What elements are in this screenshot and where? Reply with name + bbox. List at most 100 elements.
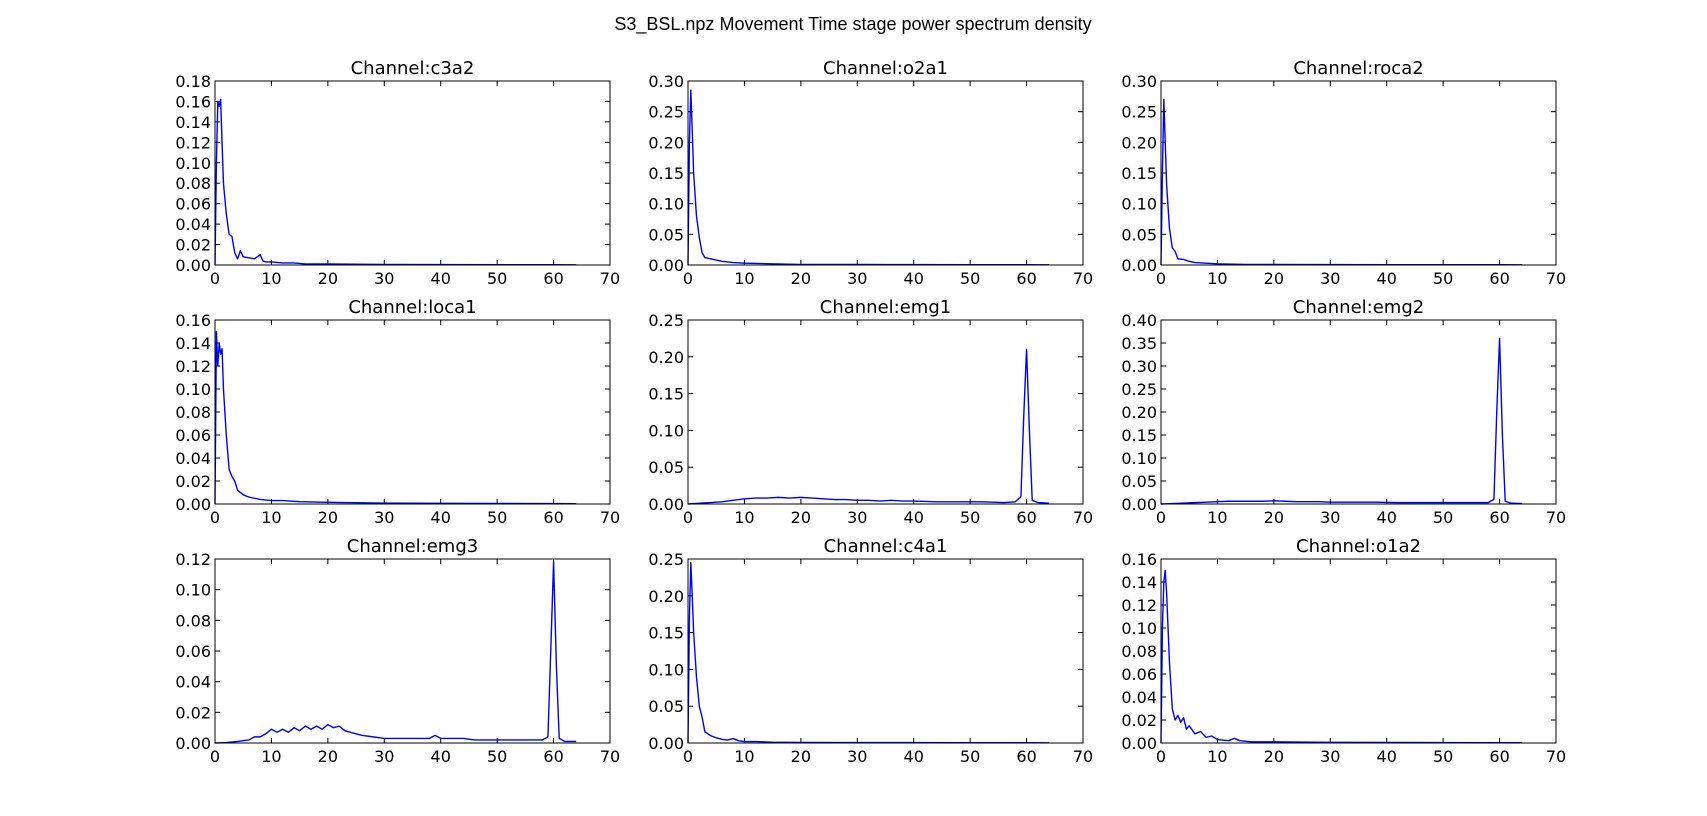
y-tick-label: 0.06	[175, 642, 211, 661]
y-tick-label: 0.35	[1121, 334, 1157, 353]
x-tick-label: 0	[1156, 508, 1166, 527]
psd-panel-7: Channel:emg3 0 10 20 30 40 50 60 70 0.00 0.02 0.04 0…	[175, 536, 620, 766]
y-tick-label: 0.04	[175, 215, 211, 234]
y-tick-label: 0.15	[648, 624, 684, 643]
x-tick-label: 10	[734, 508, 754, 527]
x-tick-label: 0	[683, 747, 693, 766]
panel-title: Channel:emg2	[1293, 297, 1424, 318]
y-tick-label: 0.00	[1121, 256, 1157, 275]
y-tick-label: 0.00	[1121, 734, 1157, 753]
x-tick-label: 30	[847, 747, 867, 766]
y-tick-label: 0.10	[1121, 449, 1157, 468]
x-tick-label: 20	[791, 747, 811, 766]
y-tick-label: 0.00	[175, 734, 211, 753]
x-tick-label: 70	[600, 269, 620, 288]
panel-title: Channel:o1a2	[1296, 536, 1421, 557]
x-tick-label: 50	[487, 269, 507, 288]
x-tick-label: 30	[1320, 269, 1340, 288]
x-tick-label: 60	[1016, 508, 1036, 527]
y-tick-label: 0.06	[175, 195, 211, 214]
x-tick-label: 60	[1016, 269, 1036, 288]
x-tick-label: 10	[1207, 269, 1227, 288]
y-tick-label: 0.02	[175, 703, 211, 722]
axes-frame	[214, 80, 611, 266]
psd-series-line	[687, 348, 1050, 505]
panel-title: Channel:loca1	[348, 297, 476, 318]
x-tick-label: 0	[1156, 747, 1166, 766]
y-tick-label: 0.40	[1121, 311, 1157, 330]
y-tick-label: 0.20	[648, 587, 684, 606]
x-tick-label: 60	[543, 269, 563, 288]
y-tick-label: 0.02	[175, 472, 211, 491]
y-tick-label: 0.06	[175, 426, 211, 445]
x-tick-label: 30	[1320, 747, 1340, 766]
y-tick-label: 0.12	[175, 357, 211, 376]
axes-frame	[214, 558, 611, 744]
y-tick-label: 0.25	[648, 550, 684, 569]
axes-frame	[1160, 80, 1557, 266]
psd-panel-9: Channel:o1a2 0 10 20 30 40 50 60 70 0.00 0.02 0.04 0…	[1121, 536, 1566, 766]
psd-panel-2: Channel:o2a1 0 10 20 30 40 50 60 70 0.00 0.05 0.10 0…	[648, 58, 1093, 288]
y-tick-label: 0.25	[1121, 103, 1157, 122]
y-tick-label: 0.05	[1121, 472, 1157, 491]
y-tick-label: 0.20	[1121, 133, 1157, 152]
x-tick-label: 20	[1264, 747, 1284, 766]
y-tick-label: 0.10	[648, 195, 684, 214]
x-tick-label: 20	[791, 269, 811, 288]
y-tick-label: 0.08	[1121, 642, 1157, 661]
psd-panel-8: Channel:c4a1 0 10 20 30 40 50 60 70 0.00 0.05 0.10 0…	[648, 536, 1093, 766]
x-tick-label: 30	[847, 508, 867, 527]
y-tick-label: 0.12	[1121, 596, 1157, 615]
y-tick-label: 0.15	[1121, 426, 1157, 445]
y-tick-label: 0.04	[1121, 688, 1157, 707]
x-tick-label: 10	[1207, 747, 1227, 766]
y-tick-label: 0.12	[175, 550, 211, 569]
y-tick-label: 0.10	[1121, 619, 1157, 638]
axes-frame	[1160, 319, 1557, 505]
x-tick-label: 20	[318, 508, 338, 527]
y-tick-label: 0.00	[648, 256, 684, 275]
figure-title: S3_BSL.npz Movement Time stage power spe…	[614, 14, 1091, 35]
psd-series-line	[1160, 98, 1523, 266]
y-tick-label: 0.05	[1121, 225, 1157, 244]
x-tick-label: 40	[1377, 508, 1397, 527]
psd-panel-3: Channel:roca2 0 10 20 30 40 50 60 70 0.00 0.05 0.10…	[1121, 58, 1566, 288]
y-tick-label: 0.30	[648, 72, 684, 91]
x-tick-label: 50	[487, 508, 507, 527]
axes-frame	[687, 558, 1084, 744]
x-tick-label: 10	[734, 269, 754, 288]
x-tick-label: 60	[1489, 747, 1509, 766]
x-tick-label: 40	[904, 269, 924, 288]
y-tick-label: 0.08	[175, 174, 211, 193]
y-tick-label: 0.15	[1121, 164, 1157, 183]
x-tick-label: 20	[791, 508, 811, 527]
y-tick-label: 0.20	[1121, 403, 1157, 422]
x-tick-label: 40	[904, 508, 924, 527]
x-tick-label: 0	[1156, 269, 1166, 288]
x-tick-label: 0	[210, 747, 220, 766]
y-tick-label: 0.08	[175, 611, 211, 630]
x-tick-label: 40	[431, 269, 451, 288]
x-tick-label: 40	[431, 508, 451, 527]
x-tick-label: 70	[1073, 508, 1093, 527]
y-tick-label: 0.30	[1121, 72, 1157, 91]
y-tick-label: 0.00	[648, 495, 684, 514]
panel-title: Channel:emg3	[347, 536, 478, 557]
panel-title: Channel:c4a1	[824, 536, 948, 557]
axes-frame	[214, 319, 611, 505]
y-tick-label: 0.02	[175, 236, 211, 255]
x-tick-label: 20	[1264, 508, 1284, 527]
y-tick-label: 0.14	[175, 113, 211, 132]
x-tick-label: 30	[374, 747, 394, 766]
y-tick-label: 0.25	[1121, 380, 1157, 399]
y-tick-label: 0.05	[648, 225, 684, 244]
y-tick-label: 0.00	[175, 256, 211, 275]
x-tick-label: 0	[683, 269, 693, 288]
axes-frame	[1160, 558, 1557, 744]
y-tick-label: 0.16	[175, 92, 211, 111]
x-tick-label: 70	[1546, 747, 1566, 766]
y-tick-label: 0.10	[1121, 195, 1157, 214]
x-tick-label: 70	[1546, 269, 1566, 288]
